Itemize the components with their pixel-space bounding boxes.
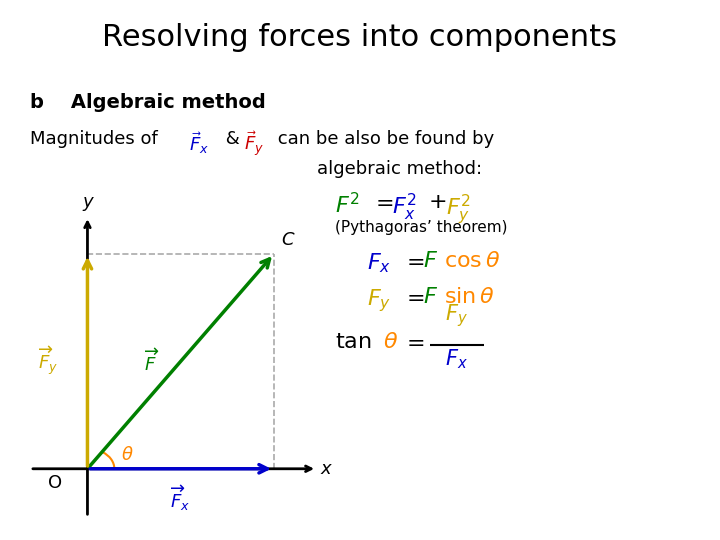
Text: x: x xyxy=(320,460,331,478)
Text: $\overrightarrow{F}_x$: $\overrightarrow{F}_x$ xyxy=(171,483,191,514)
Text: (Pythagoras’ theorem): (Pythagoras’ theorem) xyxy=(335,220,508,235)
Text: $+$: $+$ xyxy=(428,192,446,212)
Text: $\mathrm{tan}\,$: $\mathrm{tan}\,$ xyxy=(335,332,372,352)
Text: $=$: $=$ xyxy=(402,251,424,271)
Text: $F$: $F$ xyxy=(423,287,438,307)
Text: $\theta$: $\theta$ xyxy=(383,332,398,352)
Text: $=$: $=$ xyxy=(402,332,424,352)
Text: Resolving forces into components: Resolving forces into components xyxy=(102,23,618,52)
Text: $F_x$: $F_x$ xyxy=(446,348,468,372)
Text: $\mathrm{cos}\,\theta$: $\mathrm{cos}\,\theta$ xyxy=(444,251,500,271)
Text: Magnitudes of: Magnitudes of xyxy=(30,130,163,148)
Text: $=$: $=$ xyxy=(402,287,424,307)
Text: $=$: $=$ xyxy=(371,192,393,212)
Text: $\overrightarrow{F}_y$: $\overrightarrow{F}_y$ xyxy=(37,345,58,378)
Text: $\mathrm{sin}\,\theta$: $\mathrm{sin}\,\theta$ xyxy=(444,287,495,307)
Text: O: O xyxy=(48,474,62,492)
Text: algebraic method:: algebraic method: xyxy=(317,160,482,178)
Text: $F_x$: $F_x$ xyxy=(367,251,391,275)
Text: $\overrightarrow{F}$: $\overrightarrow{F}$ xyxy=(145,348,160,375)
Text: $F_y$: $F_y$ xyxy=(446,302,468,329)
Text: y: y xyxy=(82,193,93,211)
Text: $F$: $F$ xyxy=(423,251,438,271)
Text: C: C xyxy=(281,231,294,248)
Text: $F_x^2$: $F_x^2$ xyxy=(392,192,417,224)
Text: b    Algebraic method: b Algebraic method xyxy=(30,93,266,112)
Text: $\vec{F}_x$: $\vec{F}_x$ xyxy=(189,130,210,156)
Text: $\theta$: $\theta$ xyxy=(120,447,133,464)
Text: $\vec{F}_y$: $\vec{F}_y$ xyxy=(244,130,264,159)
Text: can be also be found by: can be also be found by xyxy=(272,130,495,148)
Text: $F^2$: $F^2$ xyxy=(335,192,359,217)
Text: &: & xyxy=(220,130,246,148)
Text: $F_y$: $F_y$ xyxy=(367,287,391,314)
Text: $F_y^2$: $F_y^2$ xyxy=(446,192,471,226)
